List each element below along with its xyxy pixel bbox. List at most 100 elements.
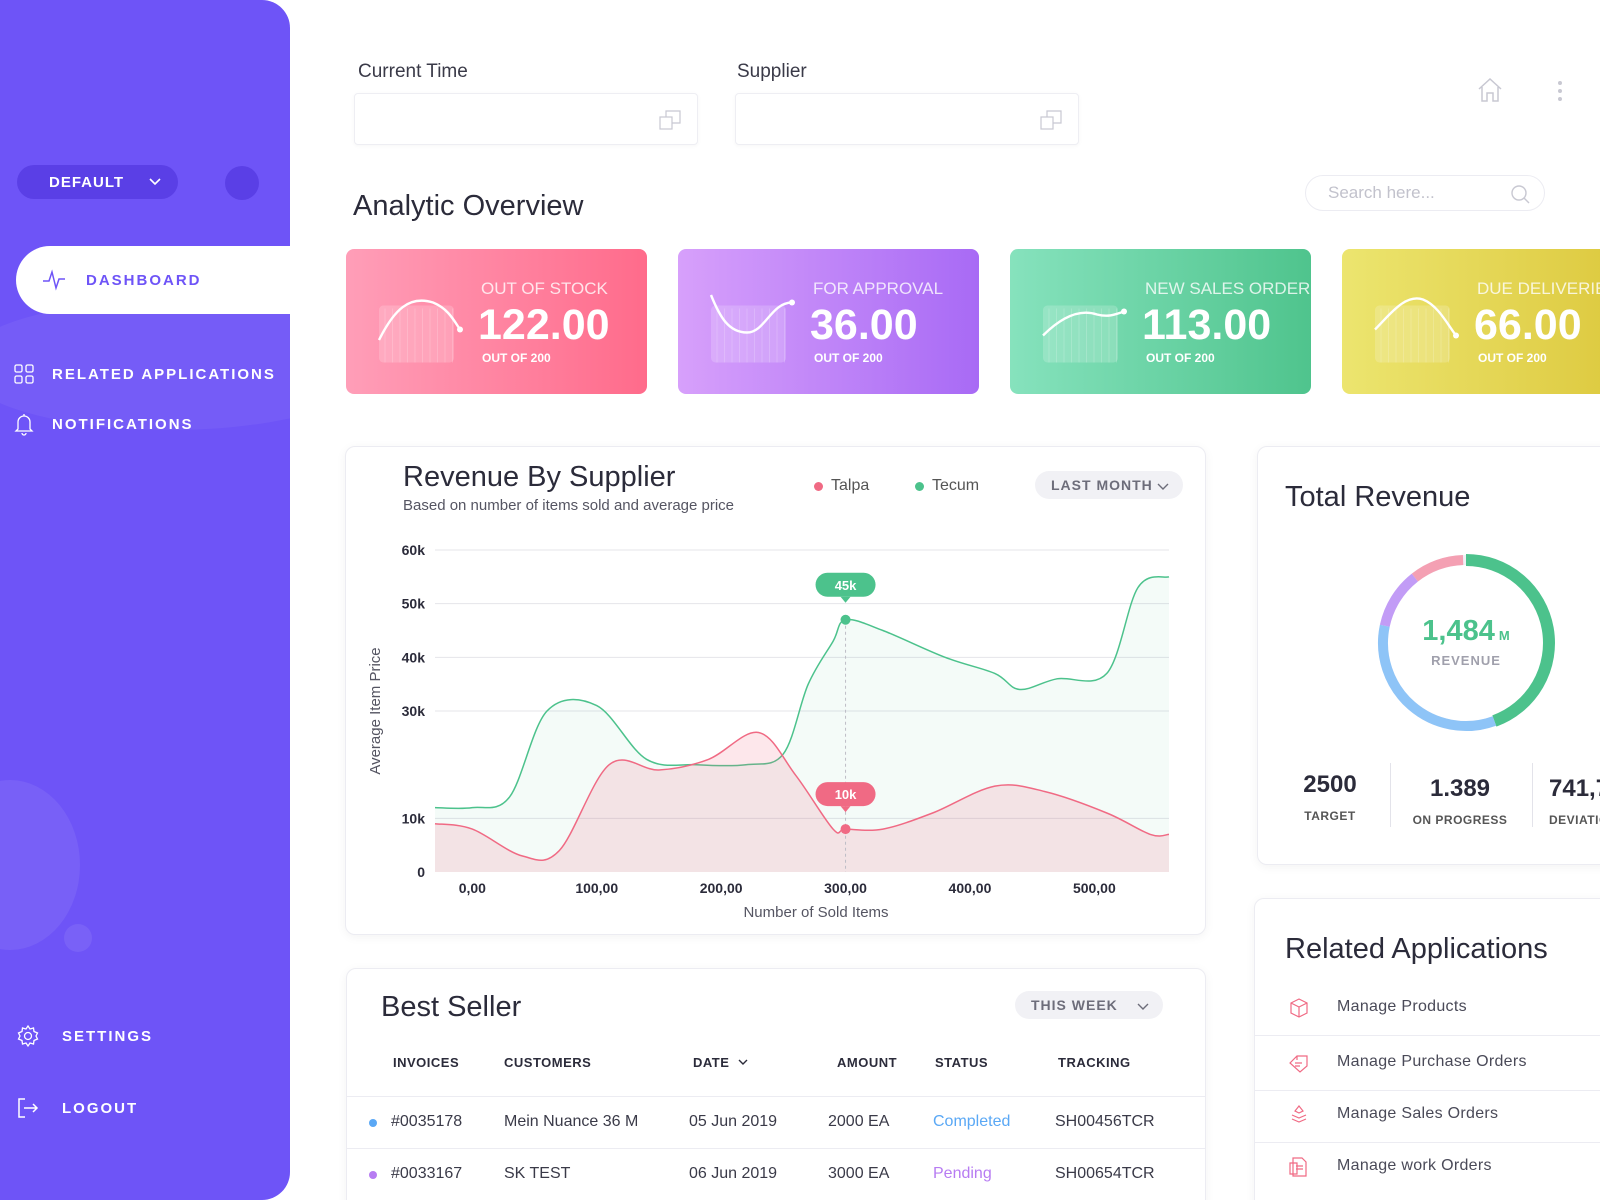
cell-customer: Mein Nuance 36 M — [504, 1113, 639, 1130]
column-header-invoices[interactable]: INVOICES — [393, 1055, 460, 1070]
avatar[interactable] — [225, 166, 259, 200]
more-options-icon[interactable] — [1556, 80, 1564, 102]
row-status-dot — [369, 1119, 377, 1127]
sparkline-icon — [377, 299, 463, 363]
total-revenue-title: Total Revenue — [1285, 481, 1471, 513]
decor-blob — [0, 780, 80, 950]
row-status-dot — [369, 1171, 377, 1179]
sidebar-item-label: DASHBOARD — [86, 271, 202, 289]
column-header-status[interactable]: STATUS — [935, 1055, 989, 1070]
cell-invoice: #0035178 — [391, 1113, 463, 1130]
series-area-tecum — [435, 576, 1169, 872]
search-icon[interactable] — [1510, 184, 1530, 204]
related-app-label: Manage work Orders — [1337, 1157, 1492, 1174]
related-app-manage-products[interactable]: Manage Products — [1255, 982, 1600, 1034]
stat-card-value: 122.00 — [478, 301, 610, 349]
workspace-select-value: DEFAULT — [49, 173, 125, 191]
stat-card-new-sales-order[interactable]: NEW SALES ORDER 113.00 OUT OF 200 — [1010, 249, 1311, 394]
revenue-range-select[interactable]: LAST MONTH — [1035, 471, 1183, 499]
legend-label: Tecum — [932, 477, 980, 494]
purchase-order-icon — [1289, 1055, 1308, 1073]
column-header-amount[interactable]: AMOUNT — [837, 1055, 898, 1070]
current-time-field[interactable] — [354, 93, 698, 145]
total-revenue-unit: M — [1498, 628, 1510, 643]
supplier-field[interactable] — [735, 93, 1079, 145]
x-tick-label: 0,00 — [459, 880, 486, 896]
tooltip-bubble — [815, 572, 876, 597]
cell-amount: 2000 EA — [828, 1113, 890, 1130]
legend-item-tecum: Tecum — [915, 477, 979, 495]
related-apps-panel: Related Applications Manage Products Mana… — [1254, 898, 1600, 1200]
x-tick-label: 500,00 — [1073, 880, 1116, 896]
chevron-down-icon — [1137, 1003, 1149, 1010]
search-input[interactable] — [1328, 176, 1518, 210]
kpi-label: ON PROGRESS — [1412, 813, 1508, 827]
kpi-target: 2500 TARGET — [1265, 771, 1395, 823]
sidebar-item-logout[interactable]: LOGOUT — [16, 1096, 138, 1120]
chevron-down-icon — [1157, 483, 1169, 490]
related-app-label: Manage Products — [1337, 998, 1467, 1015]
column-header-tracking[interactable]: TRACKING — [1058, 1055, 1131, 1070]
legend-label: Talpa — [831, 477, 870, 494]
tooltip-label: 45k — [835, 578, 857, 593]
page-title: Analytic Overview — [353, 190, 584, 222]
current-time-label: Current Time — [358, 61, 468, 82]
stat-card-label: OUT OF STOCK — [481, 279, 608, 298]
sidebar-item-related-applications[interactable]: RELATED APPLICATIONS — [14, 364, 276, 384]
revenue-donut — [1378, 554, 1555, 731]
y-tick-label: 0 — [417, 864, 425, 880]
y-tick-label: 60k — [402, 542, 426, 558]
cell-status: Completed — [933, 1113, 1011, 1130]
sparkline-icon — [709, 294, 795, 363]
box-icon — [1290, 998, 1308, 1018]
sidebar-item-dashboard[interactable]: DASHBOARD — [16, 246, 290, 314]
stat-card-subtitle: OUT OF 200 — [482, 351, 551, 365]
table-row[interactable]: #0033167 SK TEST 06 Jun 2019 3000 EA Pending… — [347, 1148, 1205, 1200]
stat-card-value: 66.00 — [1474, 301, 1582, 349]
cell-tracking: SH00456TCR — [1055, 1113, 1155, 1130]
table-row[interactable]: #0035178 Mein Nuance 36 M 05 Jun 2019 2000 … — [347, 1096, 1205, 1148]
legend-item-talpa: Talpa — [814, 477, 869, 495]
workspace-select[interactable]: DEFAULT — [17, 165, 178, 199]
tooltip-pointer — [840, 806, 851, 813]
total-revenue-number: 1,484 — [1422, 615, 1495, 647]
stat-card-label: FOR APPROVAL — [813, 279, 944, 298]
stat-card-for-approval[interactable]: FOR APPROVAL 36.00 OUT OF 200 — [678, 249, 979, 394]
decor-blob — [0, 300, 290, 430]
sidebar-item-settings[interactable]: SETTINGS — [16, 1024, 153, 1048]
range-select-value: THIS WEEK — [1031, 997, 1118, 1013]
related-app-manage-sales-orders[interactable]: Manage Sales Orders — [1255, 1089, 1600, 1141]
sidebar-item-label: RELATED APPLICATIONS — [52, 365, 276, 383]
y-tick-label: 30k — [402, 703, 426, 719]
best-seller-range-select[interactable]: THIS WEEK — [1015, 991, 1163, 1019]
sidebar-item-label: SETTINGS — [62, 1027, 154, 1045]
x-tick-label: 400,00 — [949, 880, 992, 896]
related-app-manage-purchase-orders[interactable]: Manage Purchase Orders — [1255, 1037, 1600, 1089]
cell-status: Pending — [933, 1165, 992, 1182]
series-line-talpa — [434, 731, 1170, 861]
sparkline-icon — [1042, 305, 1127, 363]
y-axis-label: Average Item Price — [367, 647, 384, 774]
column-header-date[interactable]: DATE — [693, 1055, 748, 1070]
related-app-manage-work-orders[interactable]: Manage work Orders — [1255, 1141, 1600, 1193]
stat-card-label: NEW SALES ORDER — [1145, 279, 1311, 298]
decor-blob — [64, 924, 92, 952]
total-revenue-label: REVENUE — [1431, 653, 1501, 668]
column-header-customers[interactable]: CUSTOMERS — [504, 1055, 592, 1070]
copy-icon[interactable] — [659, 110, 681, 130]
best-seller-panel: Best Seller THIS WEEK INVOICES CUSTOMERS… — [346, 968, 1206, 1200]
tooltip-pointer — [840, 596, 851, 603]
revenue-panel: Revenue By Supplier Based on number of i… — [345, 446, 1206, 935]
range-select-value: LAST MONTH — [1051, 477, 1153, 493]
divider — [1390, 763, 1391, 827]
supplier-label: Supplier — [737, 61, 807, 82]
copy-icon[interactable] — [1040, 110, 1062, 130]
kpi-label: TARGET — [1304, 809, 1356, 823]
home-icon[interactable] — [1476, 76, 1504, 104]
stat-card-out-of-stock[interactable]: OUT OF STOCK 122.00 OUT OF 200 — [346, 249, 647, 394]
sidebar-item-notifications[interactable]: NOTIFICATIONS — [14, 412, 194, 436]
related-app-label: Manage Purchase Orders — [1337, 1053, 1527, 1070]
stat-card-due-deliveries[interactable]: DUE DELIVERIES 66.00 OUT OF 200 — [1342, 249, 1600, 394]
series-area-talpa — [435, 732, 1169, 872]
revenue-chart: 0 10k 30k 40k 50k 60k 0,00 100,00 200,00 300,00 40… — [367, 542, 1170, 921]
